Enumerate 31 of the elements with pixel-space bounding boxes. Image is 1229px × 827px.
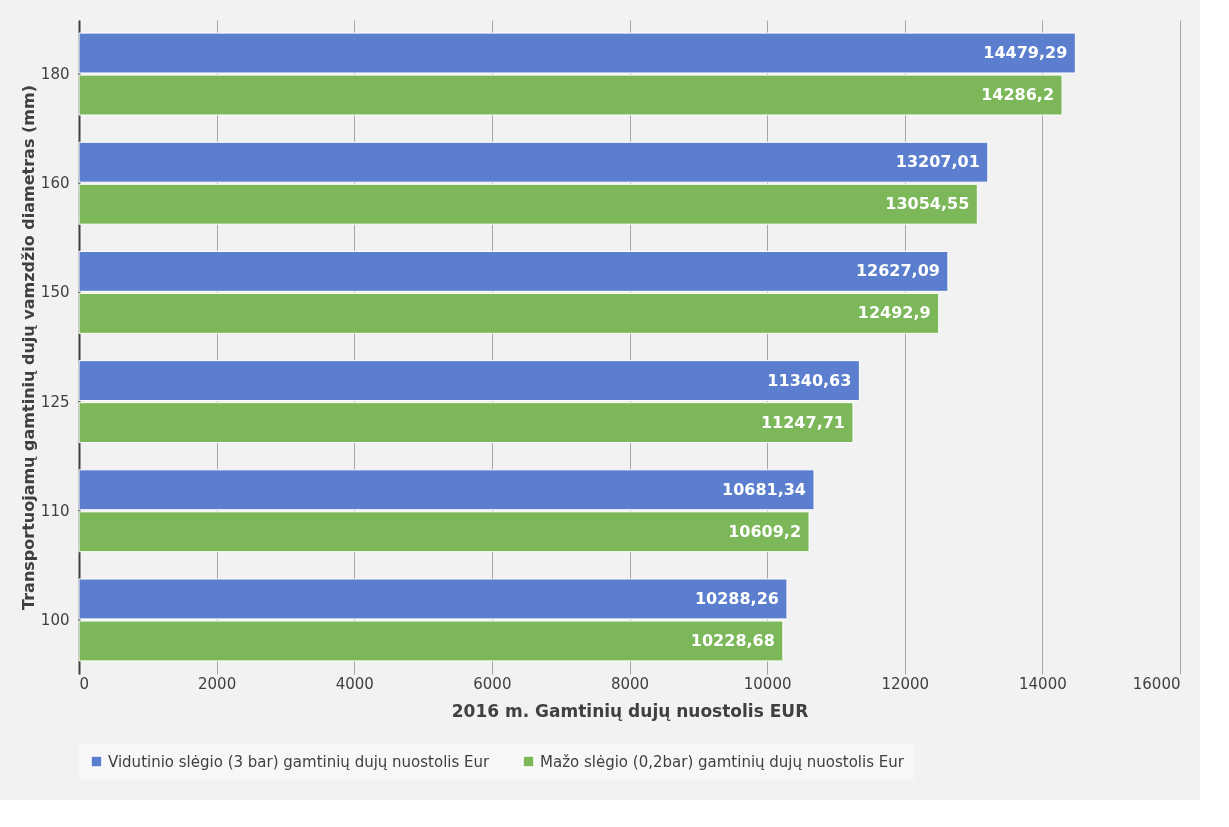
- y-tick-label: 100: [40, 610, 70, 629]
- data-label: 13054,55: [885, 194, 970, 214]
- x-tick-label: 0: [79, 674, 90, 693]
- x-axis-title: 2016 m. Gamtinių dujų nuostolis EUR: [451, 700, 809, 721]
- data-label: 10681,34: [721, 479, 807, 499]
- data-label: 13207,01: [895, 152, 980, 172]
- data-label: 10228,68: [690, 630, 775, 650]
- y-axis-title: Transportuojamų gamtinių dujų vamzdžio diametras (mm): [18, 85, 38, 610]
- x-tick-label: 10000: [743, 674, 792, 693]
- legend-label: Vidutinio slėgio (3 bar) gamtinių dujų nuostolis Eur: [108, 752, 491, 771]
- y-tick-label: 125: [40, 392, 70, 411]
- y-tick-label: 180: [40, 65, 70, 84]
- y-tick-label: 160: [40, 174, 70, 193]
- x-tick-label: 14000: [1019, 674, 1067, 693]
- y-tick-label: 110: [40, 501, 70, 520]
- legend-label: Mažo slėgio (0,2bar) gamtinių dujų nuostolis Eur: [540, 752, 905, 771]
- y-tick-label: 150: [40, 283, 70, 302]
- data-label: 10609,2: [728, 521, 802, 541]
- data-label: 14479,29: [983, 43, 1068, 63]
- x-tick-label: 4000: [335, 674, 374, 693]
- data-label: 12627,09: [855, 261, 940, 281]
- data-label: 14286,2: [981, 85, 1055, 105]
- data-label: 12492,9: [857, 303, 931, 323]
- x-tick-label: 6000: [473, 674, 512, 693]
- data-label: 10288,26: [694, 588, 779, 608]
- x-tick-label: 16000: [1132, 674, 1181, 693]
- x-tick-label: 2000: [198, 674, 237, 693]
- data-label: 11340,63: [767, 370, 852, 390]
- x-tick-label: 8000: [610, 674, 650, 693]
- data-label: 11247,71: [760, 412, 845, 432]
- x-tick-label: 12000: [881, 674, 930, 693]
